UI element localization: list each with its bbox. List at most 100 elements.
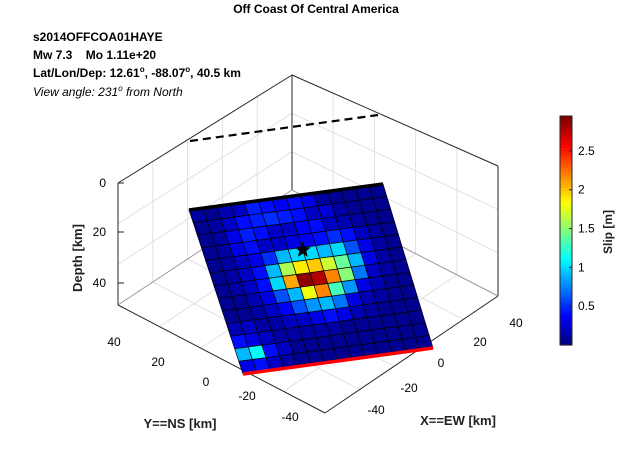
colorbar-tick-label: 0.5 — [578, 299, 595, 313]
colorbar-segment — [560, 336, 572, 340]
colorbar-segment — [560, 330, 572, 335]
ns-tick-label: -40 — [281, 410, 299, 424]
location-prefix: Lat/Lon/Dep: 12.61 — [33, 66, 140, 80]
colorbar-segment — [560, 210, 572, 214]
colorbar-segment — [560, 141, 572, 146]
colorbar-segment — [560, 164, 572, 169]
colorbar-label: Slip [m] — [601, 210, 615, 254]
ew-tick-label: 0 — [438, 356, 445, 370]
colorbar-segment — [560, 241, 572, 246]
colorbar-segment — [560, 276, 572, 280]
ns-axis-label: Y==NS [km] — [144, 416, 217, 431]
colorbar-segment — [560, 267, 572, 272]
colorbar-segment — [560, 296, 572, 300]
colorbar-segment — [560, 239, 572, 243]
colorbar-segment — [560, 216, 572, 220]
colorbar-segment — [560, 299, 572, 303]
colorbar-segment — [560, 167, 572, 171]
box-edge — [117, 304, 326, 414]
colorbar-segment — [560, 256, 572, 260]
ns-tick-label: 40 — [107, 335, 121, 349]
colorbar-segment — [560, 270, 572, 275]
colorbar-segment — [560, 136, 572, 140]
colorbar-segment — [560, 327, 572, 332]
colorbar-segment — [560, 178, 572, 183]
colorbar-segment — [560, 207, 572, 212]
colorbar-segment — [560, 118, 572, 123]
view-degree-symbol: o — [118, 84, 123, 93]
colorbar-segment — [560, 124, 572, 129]
ns-tick-label: -20 — [238, 389, 256, 403]
wall-grid-line — [291, 112, 499, 210]
colorbar-segment — [560, 310, 572, 315]
magnitude-line: Mw 7.3 Mo 1.11e+20 — [33, 48, 156, 62]
colorbar-segment — [560, 247, 572, 252]
colorbar-segment — [560, 273, 572, 277]
colorbar-segment — [560, 261, 572, 266]
colorbar-segment — [560, 158, 572, 163]
fault-top-edge — [188, 182, 384, 212]
hypocenter-star — [294, 241, 311, 257]
colorbar-segment — [560, 236, 572, 240]
depth-tick-label: 40 — [93, 276, 107, 290]
colorbar-segment — [560, 196, 572, 200]
colorbar-segment — [560, 307, 572, 312]
colorbar-segment — [560, 333, 572, 338]
box-edge — [324, 295, 499, 414]
colorbar-segment — [560, 130, 572, 134]
colorbar-segment — [560, 253, 572, 257]
location-line: Lat/Lon/Dep: 12.61o, -88.07o, 40.5 km — [33, 65, 241, 81]
colorbar-segment — [560, 176, 572, 180]
colorbar-segment — [560, 279, 572, 283]
colorbar-segment — [560, 187, 572, 192]
colorbar-segment — [560, 227, 572, 232]
colorbar-segment — [560, 244, 572, 249]
event-id-label: s2014OFFCOA01HAYE — [33, 30, 163, 44]
ew-axis-label: X==EW [km] — [420, 413, 496, 428]
wall-grid-line — [291, 151, 499, 254]
view-angle-prefix: View angle: 231 — [33, 85, 119, 99]
colorbar-segment — [560, 213, 572, 217]
wall-grid-line — [117, 112, 293, 225]
depth-tick-label: 20 — [93, 225, 107, 239]
colorbar-segment — [560, 264, 572, 269]
colorbar-segment — [560, 193, 572, 197]
colorbar-tick-label: 2 — [578, 183, 585, 197]
colorbar-segment — [560, 250, 572, 254]
fault-plane — [188, 182, 434, 376]
colorbar-segment — [560, 138, 572, 143]
colorbar-segment — [560, 204, 572, 209]
colorbar-segment — [560, 116, 572, 120]
colorbar-segment — [560, 284, 572, 289]
mo-label: Mo 1.11e+20 — [85, 48, 157, 62]
view-angle-line: View angle: 231o from North — [33, 84, 183, 100]
depth-axis-label: Depth [km] — [70, 224, 85, 292]
colorbar-segment — [560, 287, 572, 292]
colorbar-segment — [560, 161, 572, 166]
ew-tick-label: -20 — [400, 381, 418, 395]
lon-degree-symbol: o — [185, 65, 191, 74]
lat-degree-symbol: o — [139, 65, 145, 74]
colorbar-segment — [560, 313, 572, 317]
colorbar-segment — [560, 259, 572, 263]
colorbar-segment — [560, 147, 572, 151]
view-angle-suffix: from North — [122, 85, 183, 99]
colorbar-segment — [560, 133, 572, 137]
colorbar-segment — [560, 153, 572, 157]
colorbar-segment — [560, 230, 572, 234]
location-depth: , 40.5 km — [190, 66, 241, 80]
colorbar-tick-label: 1 — [578, 260, 585, 274]
colorbar-tick-label: 1.5 — [578, 222, 595, 236]
colorbar-segment — [560, 339, 572, 343]
figure-title: Off Coast Of Central America — [233, 2, 399, 16]
box-edge — [117, 74, 293, 184]
box-edge — [291, 74, 499, 167]
colorbar-segment — [560, 181, 572, 186]
ew-tick-label: 40 — [509, 316, 523, 330]
colorbar-frame — [559, 115, 573, 346]
colorbar-segment — [560, 282, 572, 286]
colorbar-segment — [560, 127, 572, 131]
colorbar-segment — [560, 144, 572, 149]
ns-tick-label: 0 — [203, 375, 210, 389]
